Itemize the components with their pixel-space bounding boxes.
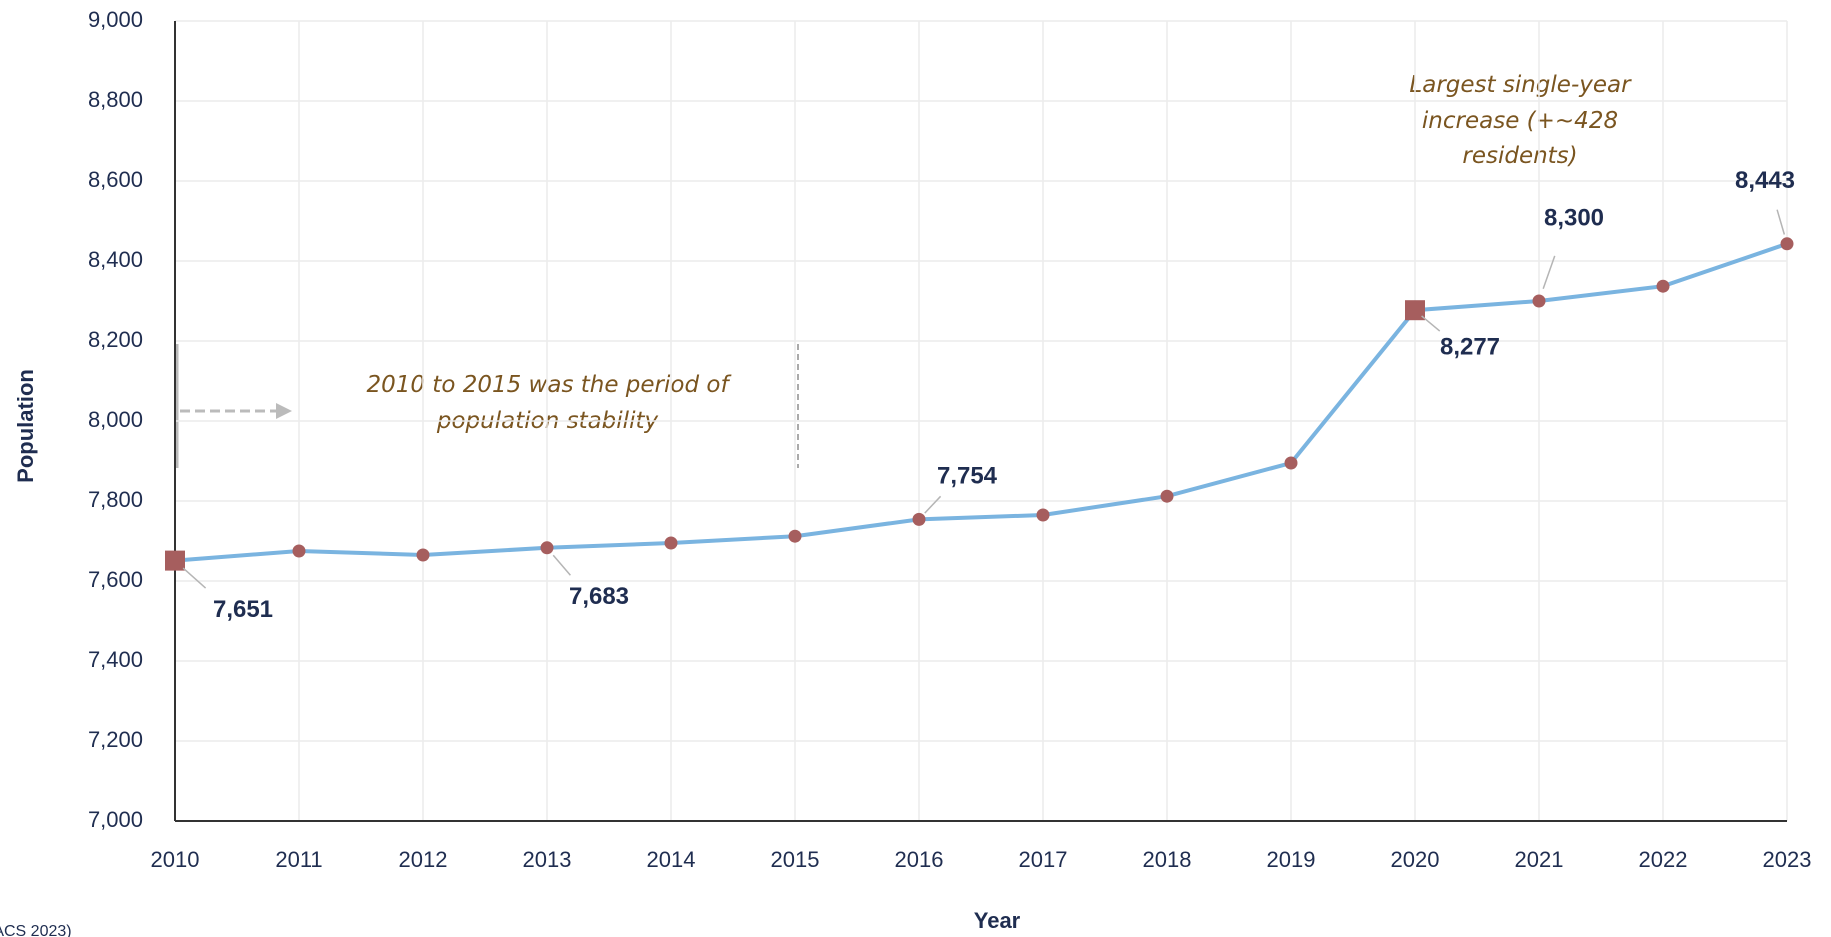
annotation-text: Largest single-year increase (+~428 resi… [1409,72,1631,170]
x-tick-label: 2021 [1515,847,1564,872]
x-tick-label: 2020 [1391,847,1440,872]
marker [788,529,802,543]
marker [1036,508,1050,522]
marker [664,536,678,550]
marker [165,550,185,571]
data-label: 7,651 [213,596,273,623]
x-tick-label: 2011 [275,847,322,872]
y-tick-label: 7,800 [88,487,143,512]
x-tick-label: 2010 [151,847,200,872]
marker [1284,456,1298,470]
x-tick-label: 2019 [1267,847,1316,872]
leader-line [552,554,571,576]
x-axis-title: Year [974,908,1021,933]
y-tick-label: 8,600 [88,167,143,192]
y-axis-title: Population [13,369,38,483]
marker [416,548,430,562]
y-tick-label: 8,400 [88,247,143,272]
marker [912,512,926,526]
marker [540,541,554,555]
x-tick-label: 2022 [1639,847,1688,872]
leader-line [1776,209,1786,235]
source: (ACS 2023) [0,923,72,937]
y-tick-label: 9,000 [88,7,143,32]
data-label: 8,277 [1440,334,1500,361]
y-tick-label: 7,000 [88,807,143,832]
data-label: 7,754 [937,463,998,490]
x-tick-label: 2018 [1143,847,1192,872]
y-tick-label: 8,000 [88,407,143,432]
y-tick-label: 7,200 [88,727,143,752]
marker [1656,279,1670,293]
y-tick-label: 7,600 [88,567,143,592]
x-tick-label: 2017 [1019,847,1068,872]
x-tick-label: 2012 [399,847,448,872]
annotation: Largest single-year increase (+~428 resi… [1409,72,1631,170]
y-tick-label: 8,200 [88,327,143,352]
data-label: 7,683 [569,583,629,610]
marker [292,544,306,558]
marker [1780,237,1794,251]
marker [1160,489,1174,503]
marker [1405,300,1425,321]
x-tick-label: 2023 [1763,847,1812,872]
y-tick-label: 7,400 [88,647,143,672]
x-tick-label: 2016 [895,847,944,872]
y-tick-label: 8,800 [88,87,143,112]
data-label: 8,300 [1544,204,1604,231]
marker [1532,294,1546,308]
x-tick-label: 2014 [647,847,696,872]
leader-line [1421,315,1441,332]
x-tick-label: 2013 [523,847,572,872]
data-label: 8,443 [1735,167,1795,194]
line [174,241,1788,563]
leader-line [182,567,207,589]
leader-line [924,495,942,514]
leader-line [1542,255,1556,289]
x-tick-label: 2015 [771,847,820,872]
arrow-head [276,403,292,419]
